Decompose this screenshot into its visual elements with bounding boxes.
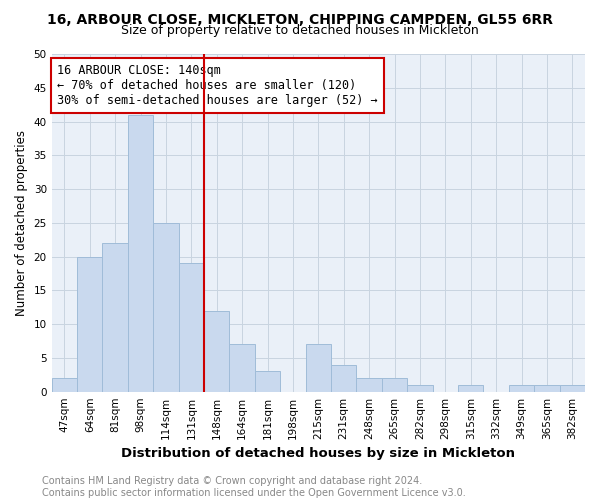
Bar xyxy=(77,256,103,392)
Bar xyxy=(229,344,255,392)
Text: Contains HM Land Registry data © Crown copyright and database right 2024.
Contai: Contains HM Land Registry data © Crown c… xyxy=(42,476,466,498)
Text: 16, ARBOUR CLOSE, MICKLETON, CHIPPING CAMPDEN, GL55 6RR: 16, ARBOUR CLOSE, MICKLETON, CHIPPING CA… xyxy=(47,12,553,26)
Bar xyxy=(560,385,585,392)
Bar xyxy=(331,364,356,392)
Bar xyxy=(103,243,128,392)
Bar xyxy=(534,385,560,392)
X-axis label: Distribution of detached houses by size in Mickleton: Distribution of detached houses by size … xyxy=(121,447,515,460)
Bar xyxy=(458,385,484,392)
Text: 16 ARBOUR CLOSE: 140sqm
← 70% of detached houses are smaller (120)
30% of semi-d: 16 ARBOUR CLOSE: 140sqm ← 70% of detache… xyxy=(57,64,377,107)
Bar xyxy=(204,310,229,392)
Bar xyxy=(153,223,179,392)
Bar xyxy=(179,264,204,392)
Bar xyxy=(356,378,382,392)
Bar xyxy=(382,378,407,392)
Bar xyxy=(52,378,77,392)
Bar xyxy=(305,344,331,392)
Bar xyxy=(509,385,534,392)
Y-axis label: Number of detached properties: Number of detached properties xyxy=(15,130,28,316)
Bar xyxy=(128,115,153,392)
Bar xyxy=(407,385,433,392)
Text: Size of property relative to detached houses in Mickleton: Size of property relative to detached ho… xyxy=(121,24,479,37)
Bar xyxy=(255,372,280,392)
